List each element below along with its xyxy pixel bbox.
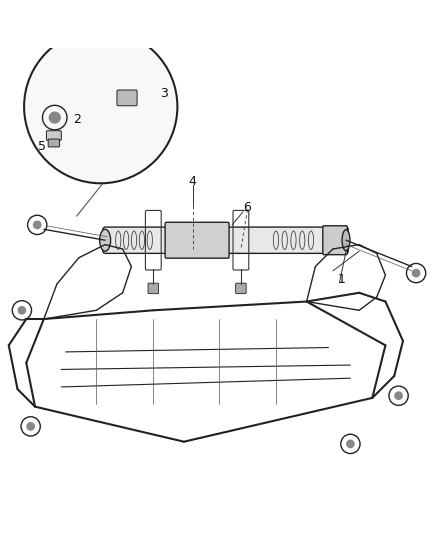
FancyBboxPatch shape — [236, 283, 246, 294]
Text: 4: 4 — [189, 175, 197, 188]
Circle shape — [33, 221, 42, 229]
FancyBboxPatch shape — [46, 131, 61, 140]
FancyBboxPatch shape — [148, 283, 159, 294]
FancyBboxPatch shape — [103, 227, 348, 253]
Text: 5: 5 — [38, 140, 46, 152]
Circle shape — [25, 31, 176, 182]
Circle shape — [49, 111, 61, 124]
Circle shape — [18, 306, 26, 314]
Ellipse shape — [342, 230, 350, 251]
FancyBboxPatch shape — [165, 222, 229, 258]
Text: 6: 6 — [244, 201, 251, 214]
Circle shape — [346, 440, 355, 448]
FancyBboxPatch shape — [48, 139, 60, 147]
FancyBboxPatch shape — [117, 90, 137, 106]
Text: 1: 1 — [338, 273, 346, 286]
Text: 3: 3 — [160, 87, 168, 100]
Circle shape — [394, 391, 403, 400]
Circle shape — [412, 269, 420, 278]
Ellipse shape — [99, 229, 110, 251]
Text: 2: 2 — [73, 114, 81, 126]
Circle shape — [26, 422, 35, 431]
FancyBboxPatch shape — [323, 226, 347, 255]
